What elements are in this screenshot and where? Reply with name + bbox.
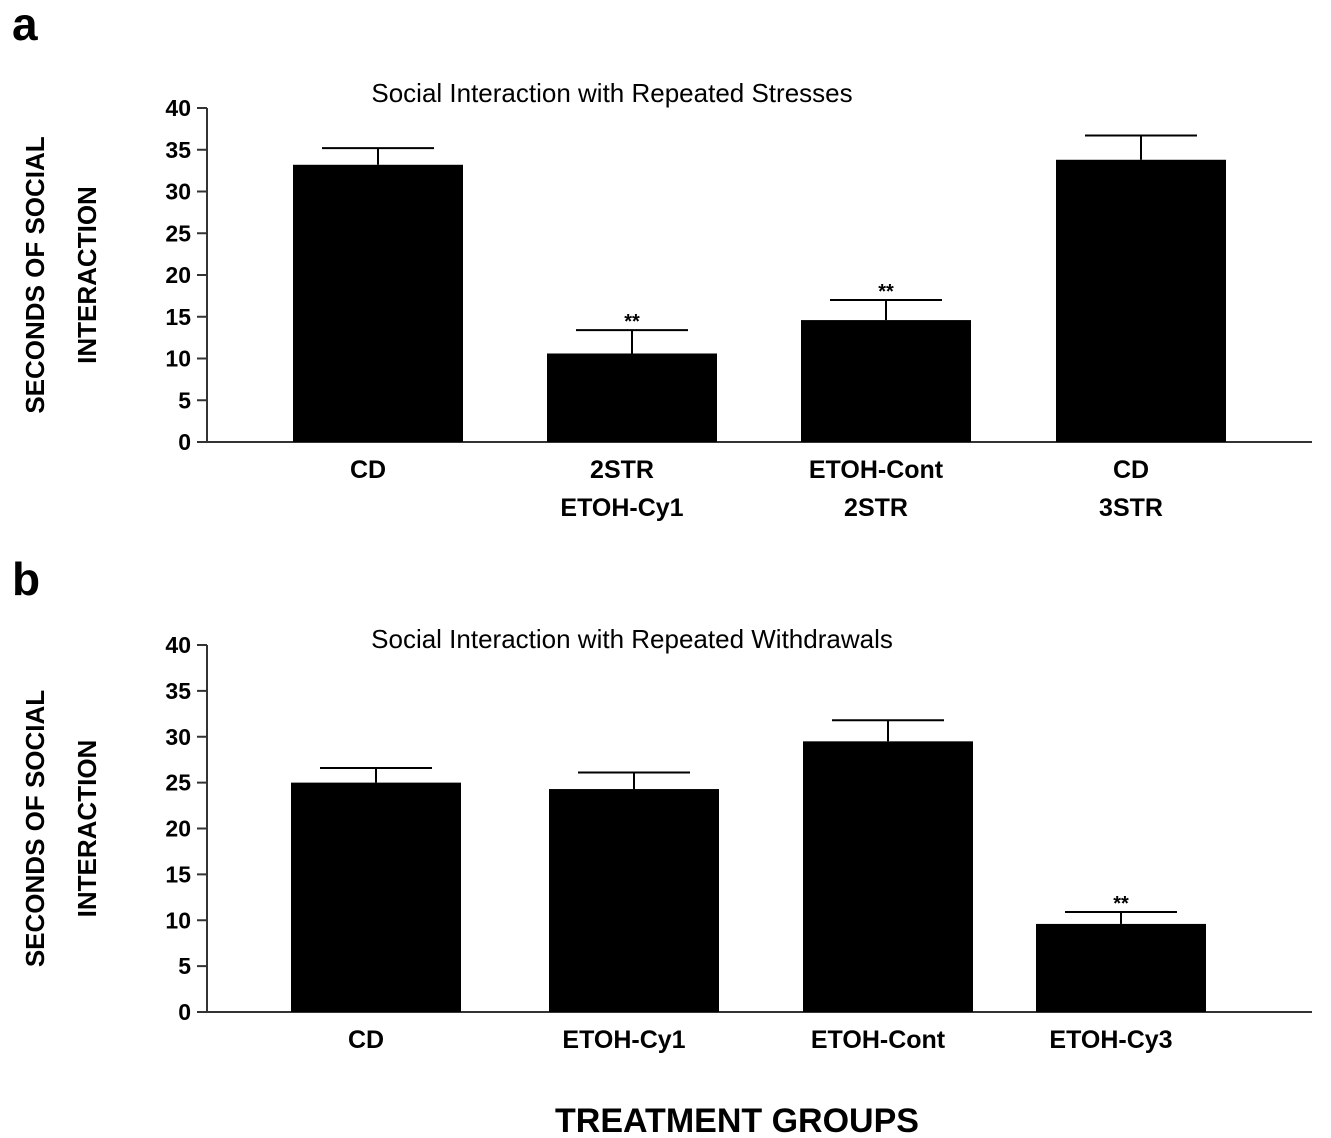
significance-marker: ** <box>1113 893 1129 915</box>
category-label: CD <box>1113 456 1149 484</box>
panel-letter: a <box>12 0 38 50</box>
category-label: CD <box>348 1026 384 1054</box>
bar <box>1036 923 1206 1012</box>
y-tick-label: 30 <box>165 179 191 205</box>
y-tick-label: 35 <box>165 137 191 163</box>
bar <box>291 782 461 1012</box>
category-label: 2STR <box>590 456 654 484</box>
bar <box>547 353 717 442</box>
x-axis-label: TREATMENT GROUPS <box>555 1102 919 1138</box>
category-label: ETOH-Cont <box>811 1026 946 1054</box>
panel-a: a Social Interaction with Repeated Stress… <box>12 0 1312 522</box>
category-label: ETOH-Cy3 <box>1049 1026 1172 1054</box>
y-axis-label: SECONDS OF SOCIAL <box>20 136 50 413</box>
y-tick-label: 20 <box>165 816 191 842</box>
chart-title: Social Interaction with Repeated Withdra… <box>371 624 893 654</box>
significance-marker: ** <box>878 281 894 303</box>
y-tick-label: 30 <box>165 724 191 750</box>
y-tick-label: 15 <box>165 304 191 330</box>
panel-letter: b <box>12 553 40 605</box>
y-tick-label: 35 <box>165 678 191 704</box>
y-tick-label: 25 <box>165 220 191 246</box>
y-tick-label: 0 <box>178 999 191 1025</box>
y-axis-label-line2: INTERACTION <box>72 740 102 918</box>
significance-marker: ** <box>624 311 640 333</box>
y-tick-label: 15 <box>165 861 191 887</box>
y-tick-label: 25 <box>165 770 191 796</box>
bar <box>803 741 973 1012</box>
chart-title: Social Interaction with Repeated Stresse… <box>371 78 852 108</box>
y-tick-label: 20 <box>165 262 191 288</box>
y-tick-label: 10 <box>165 346 191 372</box>
bar <box>293 164 463 442</box>
y-tick-label: 10 <box>165 907 191 933</box>
y-tick-label: 40 <box>165 95 191 121</box>
category-label: CD <box>350 456 386 484</box>
y-tick-label: 5 <box>178 387 191 413</box>
bar <box>1056 159 1226 442</box>
y-tick-label: 40 <box>165 632 191 658</box>
y-tick-label: 5 <box>178 953 191 979</box>
category-label: 2STR <box>844 494 908 522</box>
y-axis-label: SECONDS OF SOCIAL <box>20 690 50 967</box>
y-tick-label: 0 <box>178 429 191 455</box>
bar <box>801 320 971 442</box>
category-label: 3STR <box>1099 494 1163 522</box>
category-label: ETOH-Cont <box>809 456 944 484</box>
y-axis-label-line2: INTERACTION <box>72 186 102 364</box>
category-label: ETOH-Cy1 <box>562 1026 685 1054</box>
panel-b: b Social Interaction with Repeated Withdr… <box>12 553 1312 1138</box>
category-label: ETOH-Cy1 <box>560 494 683 522</box>
bar <box>549 789 719 1012</box>
